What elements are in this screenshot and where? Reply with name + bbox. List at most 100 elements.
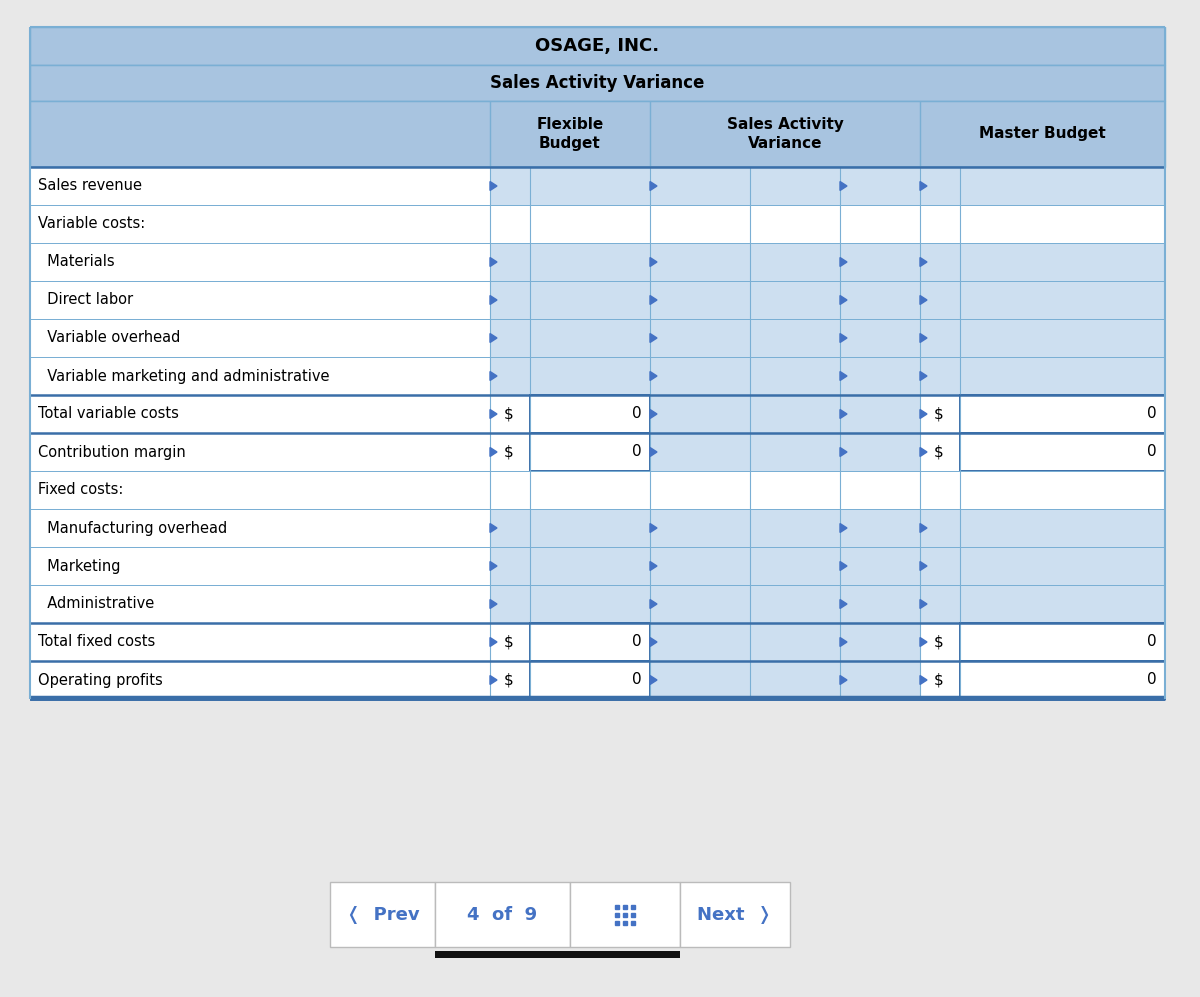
Bar — [530, 357, 650, 395]
Polygon shape — [840, 257, 847, 266]
Bar — [750, 547, 840, 585]
Text: Materials: Materials — [38, 254, 115, 269]
Polygon shape — [920, 448, 928, 457]
Polygon shape — [840, 295, 847, 304]
Text: OSAGE, INC.: OSAGE, INC. — [535, 37, 660, 55]
Polygon shape — [840, 181, 847, 190]
Bar — [650, 433, 750, 471]
Bar — [750, 661, 840, 699]
Polygon shape — [490, 181, 497, 190]
Bar — [490, 471, 1165, 509]
Bar — [30, 585, 490, 623]
Text: Marketing: Marketing — [38, 558, 120, 573]
Bar — [530, 661, 650, 699]
Bar — [30, 167, 490, 205]
Bar — [920, 395, 960, 433]
Bar — [840, 167, 920, 205]
Bar — [960, 509, 1165, 547]
Polygon shape — [840, 561, 847, 570]
Polygon shape — [840, 676, 847, 685]
Bar — [960, 395, 1165, 433]
Bar — [650, 509, 750, 547]
Bar — [530, 509, 650, 547]
Bar — [30, 623, 490, 661]
Bar — [490, 661, 530, 699]
Bar — [490, 547, 530, 585]
Bar — [436, 882, 570, 947]
Bar — [490, 357, 530, 395]
Polygon shape — [650, 676, 658, 685]
Text: $: $ — [504, 445, 514, 460]
Text: 0: 0 — [1147, 634, 1157, 649]
Polygon shape — [650, 637, 658, 646]
Bar — [840, 585, 920, 623]
Bar — [650, 547, 750, 585]
Bar — [490, 281, 530, 319]
Bar — [960, 167, 1165, 205]
Bar — [490, 623, 530, 661]
Bar — [960, 281, 1165, 319]
Bar — [490, 395, 530, 433]
Bar — [840, 281, 920, 319]
Polygon shape — [650, 372, 658, 381]
Bar — [30, 65, 1165, 101]
Bar — [750, 585, 840, 623]
Bar — [920, 661, 960, 699]
Polygon shape — [650, 599, 658, 608]
Polygon shape — [920, 257, 928, 266]
Bar — [650, 585, 750, 623]
Polygon shape — [650, 334, 658, 343]
Bar — [750, 281, 840, 319]
Polygon shape — [920, 676, 928, 685]
Bar — [436, 951, 680, 958]
Bar — [920, 243, 960, 281]
Bar — [650, 281, 750, 319]
Polygon shape — [650, 448, 658, 457]
Bar — [490, 319, 530, 357]
Text: $: $ — [504, 634, 514, 649]
Polygon shape — [920, 523, 928, 532]
Bar — [330, 882, 436, 947]
Text: 0: 0 — [632, 673, 642, 688]
Polygon shape — [920, 295, 928, 304]
Polygon shape — [490, 334, 497, 343]
Polygon shape — [920, 599, 928, 608]
Polygon shape — [650, 410, 658, 419]
Bar — [680, 882, 790, 947]
Bar — [530, 623, 650, 661]
Polygon shape — [490, 448, 497, 457]
Bar — [650, 357, 750, 395]
Polygon shape — [650, 257, 658, 266]
Bar — [750, 623, 840, 661]
Text: Variable overhead: Variable overhead — [38, 330, 180, 346]
Polygon shape — [490, 257, 497, 266]
Bar — [30, 205, 490, 243]
Bar — [30, 357, 490, 395]
Bar — [650, 243, 750, 281]
Bar — [960, 319, 1165, 357]
Text: Manufacturing overhead: Manufacturing overhead — [38, 520, 227, 535]
Text: Administrative: Administrative — [38, 596, 155, 611]
Bar — [30, 395, 490, 433]
Bar — [920, 319, 960, 357]
Text: $: $ — [934, 445, 943, 460]
Text: Total variable costs: Total variable costs — [38, 407, 179, 422]
Bar — [490, 167, 530, 205]
Polygon shape — [650, 181, 658, 190]
Polygon shape — [920, 334, 928, 343]
Bar — [30, 433, 490, 471]
Bar — [30, 547, 490, 585]
Bar — [490, 243, 530, 281]
Text: Flexible
Budget: Flexible Budget — [536, 117, 604, 152]
Polygon shape — [490, 295, 497, 304]
Polygon shape — [840, 523, 847, 532]
Bar — [920, 623, 960, 661]
Bar — [30, 509, 490, 547]
Polygon shape — [490, 410, 497, 419]
Bar — [530, 433, 650, 471]
Bar — [750, 433, 840, 471]
Bar — [840, 433, 920, 471]
Bar — [650, 167, 750, 205]
Bar — [960, 547, 1165, 585]
Bar — [920, 167, 960, 205]
